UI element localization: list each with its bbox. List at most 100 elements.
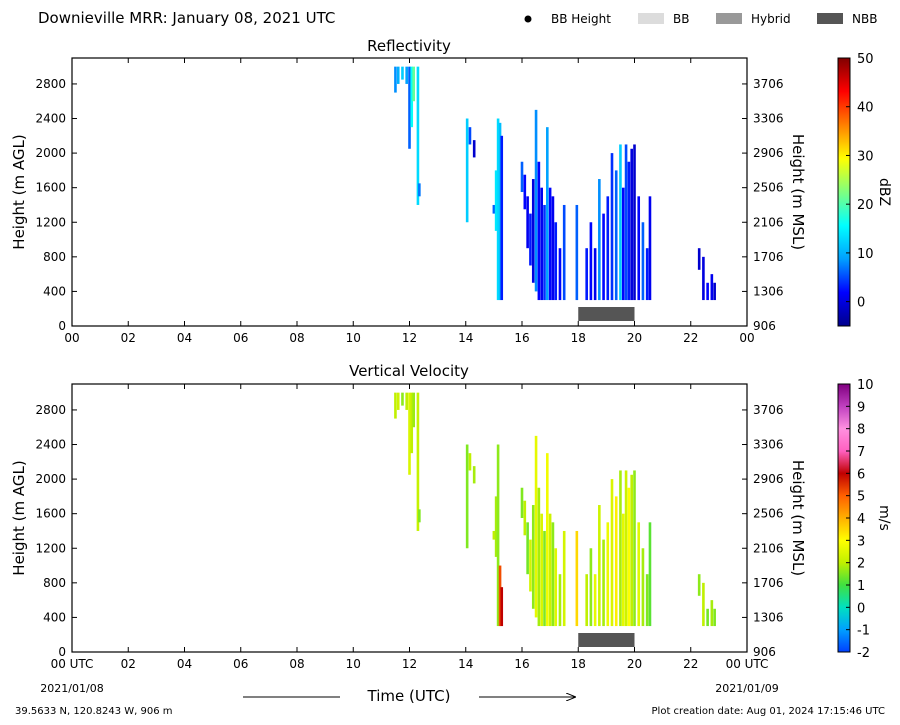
velocity-x-tick-label: 22 bbox=[683, 657, 698, 671]
velocity-data-column bbox=[472, 466, 476, 484]
velocity-nbb-bar bbox=[578, 633, 635, 647]
reflectivity-data-column bbox=[621, 187, 625, 301]
velocity-colorbar-tick-label: -1 bbox=[857, 624, 870, 639]
reflectivity-colorbar-tick-label: 10 bbox=[857, 247, 874, 262]
reflectivity-data-column bbox=[534, 109, 538, 292]
velocity-data-column bbox=[702, 582, 705, 627]
reflectivity-data-column bbox=[465, 118, 469, 223]
velocity-colorbar-tick-label: 3 bbox=[857, 534, 865, 549]
reflectivity-data-column bbox=[537, 161, 541, 301]
reflectivity-data-column bbox=[496, 118, 500, 301]
reflectivity-data-column bbox=[637, 196, 641, 301]
velocity-colorbar-tick-label: 1 bbox=[857, 579, 865, 594]
nbb-legend-swatch bbox=[817, 13, 843, 24]
velocity-data-column bbox=[408, 392, 411, 475]
reflectivity-colorbar-tick-label: 30 bbox=[857, 149, 874, 164]
velocity-data-column bbox=[621, 513, 625, 627]
date-start-label: 2021/01/08 bbox=[40, 682, 103, 695]
reflectivity-data-column bbox=[405, 66, 408, 84]
reflectivity-y-tick-label: 2000 bbox=[35, 146, 66, 160]
velocity-colorbar-label: m/s bbox=[876, 505, 892, 531]
velocity-colorbar-tick-label: -2 bbox=[857, 646, 870, 661]
hybrid-legend-swatch bbox=[716, 13, 742, 24]
reflectivity-y-tick-label-right: 2506 bbox=[753, 181, 784, 195]
reflectivity-title: Reflectivity bbox=[367, 37, 451, 55]
velocity-data-column bbox=[410, 392, 414, 454]
velocity-y-tick-label: 1600 bbox=[35, 507, 66, 521]
reflectivity-y-tick-label-right: 2906 bbox=[753, 146, 784, 160]
reflectivity-y-axis-label: Height (m AGL) bbox=[10, 134, 28, 249]
reflectivity-data-column bbox=[500, 135, 504, 301]
reflectivity-y-tick-label-right: 906 bbox=[753, 319, 776, 333]
velocity-data-column bbox=[633, 470, 636, 627]
velocity-y-axis-right-label: Height (m MSL) bbox=[789, 460, 807, 576]
legend-label-hybrid: Hybrid bbox=[751, 12, 791, 26]
velocity-y-tick-label-right: 3306 bbox=[753, 438, 784, 452]
velocity-data-column bbox=[534, 435, 538, 618]
velocity-data-column bbox=[610, 479, 614, 627]
velocity-data-column bbox=[602, 539, 605, 627]
bb-height-legend-dot bbox=[524, 15, 532, 23]
velocity-data-column bbox=[614, 496, 618, 627]
reflectivity-y-tick-label-right: 3306 bbox=[753, 112, 784, 126]
reflectivity-data-column bbox=[585, 248, 588, 301]
velocity-data-column bbox=[405, 392, 408, 410]
reflectivity-data-column bbox=[713, 282, 716, 301]
reflectivity-y-tick-label-right: 1706 bbox=[753, 250, 784, 264]
reflectivity-y-tick-label: 1200 bbox=[35, 215, 66, 229]
reflectivity-data-column bbox=[702, 256, 705, 301]
reflectivity-data-column bbox=[529, 213, 532, 266]
reflectivity-data-column bbox=[614, 170, 618, 301]
velocity-x-tick-label: 20 bbox=[627, 657, 642, 671]
reflectivity-data-column bbox=[396, 66, 400, 84]
velocity-data-column bbox=[637, 522, 641, 627]
velocity-data-column bbox=[627, 487, 631, 627]
reflectivity-y-tick-label-right: 2106 bbox=[753, 215, 784, 229]
reflectivity-data-column bbox=[598, 179, 601, 301]
velocity-y-tick-label-right: 1306 bbox=[753, 610, 784, 624]
velocity-colorbar-tick-label: 2 bbox=[857, 557, 865, 572]
reflectivity-colorbar-tick-label: 20 bbox=[857, 198, 874, 213]
reflectivity-data-column bbox=[619, 144, 622, 301]
bb-legend-swatch bbox=[638, 13, 664, 24]
velocity-x-tick-label: 00 UTC bbox=[726, 657, 769, 671]
reflectivity-data-column bbox=[589, 222, 593, 301]
velocity-data-column bbox=[540, 513, 543, 627]
reflectivity-data-column bbox=[548, 187, 552, 301]
reflectivity-data-column bbox=[401, 66, 404, 80]
reflectivity-data-column bbox=[494, 170, 498, 231]
time-axis-label: Time (UTC) bbox=[367, 687, 451, 705]
velocity-x-tick-label: 02 bbox=[121, 657, 136, 671]
reflectivity-data-column bbox=[697, 248, 701, 270]
reflectivity-colorbar-tick-label: 40 bbox=[857, 101, 874, 116]
creation-date-text: Plot creation date: Aug 01, 2024 17:15:4… bbox=[652, 706, 885, 717]
reflectivity-data-column bbox=[710, 274, 714, 301]
reflectivity-columns bbox=[394, 66, 716, 301]
velocity-data-column bbox=[558, 574, 562, 627]
velocity-y-tick-label-right: 2106 bbox=[753, 541, 784, 555]
velocity-data-column bbox=[498, 565, 502, 627]
reflectivity-x-tick-label: 18 bbox=[571, 331, 586, 345]
velocity-x-tick-label: 16 bbox=[514, 657, 529, 671]
velocity-y-tick-label-right: 906 bbox=[753, 645, 776, 659]
velocity-y-tick-label: 2400 bbox=[35, 438, 66, 452]
velocity-data-column bbox=[598, 505, 601, 627]
reflectivity-data-column bbox=[575, 204, 579, 301]
reflectivity-data-column bbox=[630, 148, 633, 301]
velocity-x-tick-label: 04 bbox=[177, 657, 192, 671]
reflectivity-data-column bbox=[633, 144, 636, 301]
velocity-data-column bbox=[543, 530, 546, 627]
velocity-data-column bbox=[416, 392, 420, 531]
reflectivity-data-column bbox=[562, 204, 566, 301]
velocity-data-column bbox=[500, 587, 504, 627]
reflectivity-y-tick-label-right: 3706 bbox=[753, 77, 784, 91]
velocity-y-tick-label: 400 bbox=[43, 610, 66, 624]
velocity-data-column bbox=[494, 496, 498, 557]
velocity-panel: Vertical Velocity 00 UTC 02 04 06 08 10 12 14 16… bbox=[10, 362, 892, 671]
reflectivity-data-column bbox=[543, 204, 546, 301]
reflectivity-data-column bbox=[394, 66, 397, 93]
reflectivity-data-column bbox=[558, 248, 562, 301]
velocity-data-column bbox=[697, 574, 701, 596]
velocity-data-column bbox=[520, 487, 524, 518]
velocity-x-tick-label: 08 bbox=[289, 657, 304, 671]
